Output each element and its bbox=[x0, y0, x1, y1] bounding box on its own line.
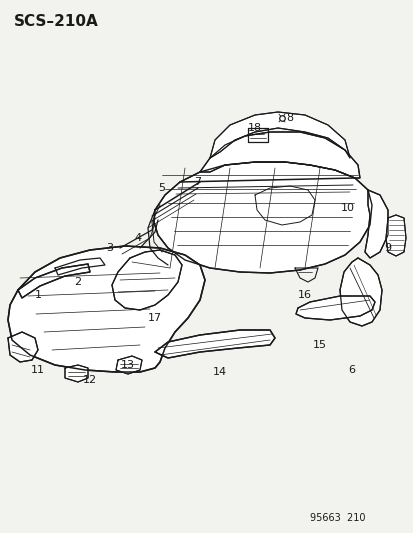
Text: 2: 2 bbox=[74, 277, 81, 287]
Polygon shape bbox=[154, 330, 274, 358]
Text: 18: 18 bbox=[247, 123, 261, 133]
Polygon shape bbox=[112, 250, 182, 310]
Polygon shape bbox=[65, 365, 88, 382]
Polygon shape bbox=[154, 162, 371, 273]
Text: 4: 4 bbox=[134, 233, 141, 243]
Text: 15: 15 bbox=[312, 340, 326, 350]
Polygon shape bbox=[364, 190, 387, 258]
Text: 12: 12 bbox=[83, 375, 97, 385]
Text: 16: 16 bbox=[297, 290, 311, 300]
Polygon shape bbox=[295, 296, 374, 320]
Text: 95663  210: 95663 210 bbox=[309, 513, 365, 523]
Text: 6: 6 bbox=[348, 365, 355, 375]
Text: 14: 14 bbox=[212, 367, 226, 377]
Polygon shape bbox=[18, 264, 90, 298]
Text: 8: 8 bbox=[286, 113, 293, 123]
Text: 9: 9 bbox=[384, 243, 391, 253]
Polygon shape bbox=[199, 132, 359, 178]
Polygon shape bbox=[8, 246, 204, 372]
Text: SCS–210A: SCS–210A bbox=[14, 14, 99, 29]
Polygon shape bbox=[8, 332, 38, 362]
Polygon shape bbox=[339, 258, 381, 326]
Text: 1: 1 bbox=[34, 290, 41, 300]
Polygon shape bbox=[116, 356, 142, 374]
Text: 10: 10 bbox=[340, 203, 354, 213]
Text: 3: 3 bbox=[106, 243, 113, 253]
Text: 5: 5 bbox=[158, 183, 165, 193]
Text: 13: 13 bbox=[121, 360, 135, 370]
Text: 11: 11 bbox=[31, 365, 45, 375]
Polygon shape bbox=[385, 215, 405, 256]
Polygon shape bbox=[209, 112, 349, 158]
Text: 7: 7 bbox=[194, 177, 201, 187]
Text: 17: 17 bbox=[147, 313, 161, 323]
